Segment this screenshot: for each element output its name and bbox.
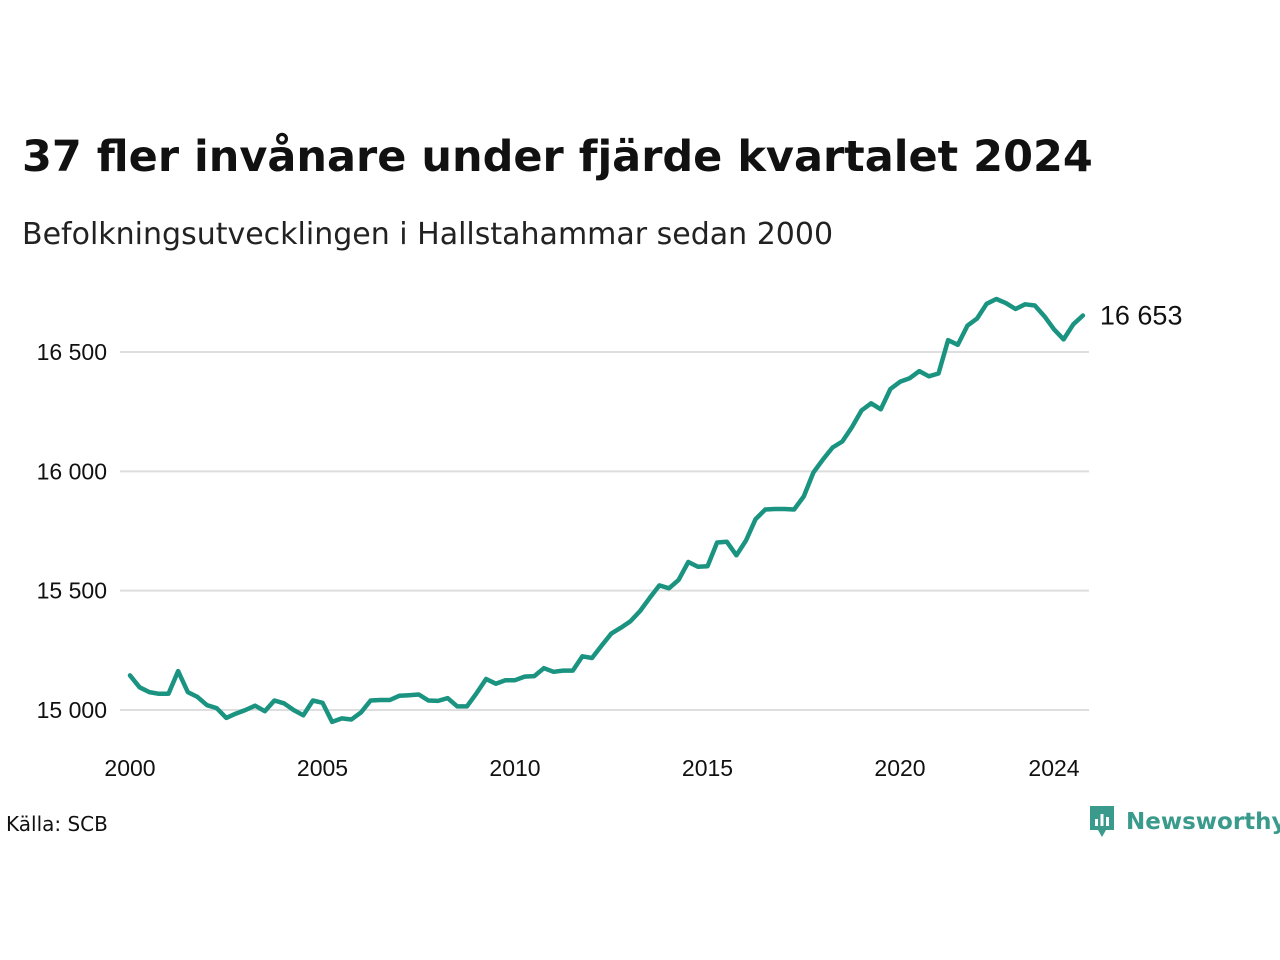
chart-title: 37 fler invånare under fjärde kvartalet … — [22, 132, 1093, 182]
y-axis-labels: 15 000 15 500 16 000 16 500 — [37, 339, 107, 723]
gridlines — [120, 351, 1089, 711]
series-line-layer — [127, 296, 1086, 725]
y-tick-label: 16 500 — [37, 339, 107, 365]
x-tick-label: 2010 — [489, 755, 540, 781]
population-line — [127, 296, 1086, 725]
y-tick-label: 15 000 — [37, 697, 107, 723]
end-value-label: 16 653 — [1100, 300, 1183, 330]
x-tick-label: 2000 — [104, 755, 155, 781]
end-label-layer: 16 653 — [1100, 300, 1183, 330]
x-tick-label: 2020 — [874, 755, 925, 781]
y-tick-label: 16 000 — [37, 458, 107, 484]
newsworthy-logo: Newsworthy — [1088, 804, 1280, 840]
logo-text: Newsworthy — [1126, 809, 1280, 835]
y-tick-label: 15 500 — [37, 578, 107, 604]
x-tick-label: 2024 — [1028, 755, 1079, 781]
x-axis-labels: 2000 2005 2010 2015 2020 2024 — [104, 755, 1079, 781]
x-tick-label: 2015 — [682, 755, 733, 781]
chart-subtitle: Befolkningsutvecklingen i Hallstahammar … — [22, 217, 834, 252]
newsworthy-logo-icon — [1090, 806, 1114, 837]
source-note: Källa: SCB — [6, 812, 108, 836]
x-tick-label: 2005 — [297, 755, 348, 781]
